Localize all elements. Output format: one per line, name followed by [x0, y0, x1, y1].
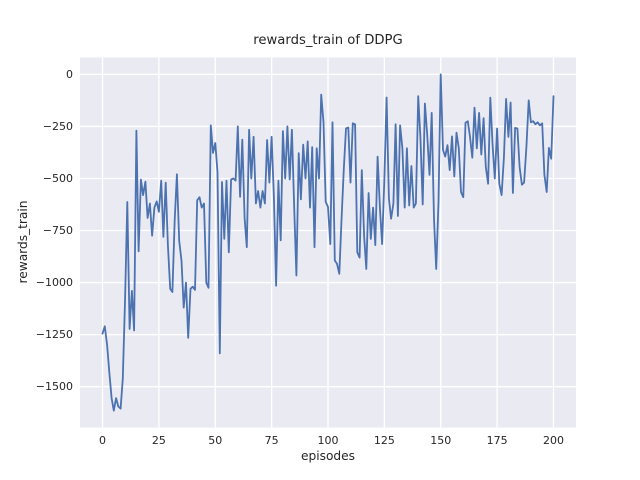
x-tick-label: 150 — [430, 433, 452, 447]
x-tick-label: 200 — [542, 433, 564, 447]
y-tick-label: −1250 — [35, 328, 73, 342]
x-tick-label: 100 — [317, 433, 339, 447]
y-tick-label: −1500 — [35, 380, 73, 394]
y-tick-label: −1000 — [35, 276, 73, 290]
x-tick-label: 175 — [486, 433, 508, 447]
x-tick-label: 0 — [99, 433, 107, 447]
reward-line-series — [101, 73, 555, 412]
y-tick-label: −250 — [42, 119, 73, 133]
y-tick-label: 0 — [66, 67, 73, 81]
x-tick-label: 125 — [373, 433, 395, 447]
chart-title: rewards_train of DDPG — [253, 33, 403, 48]
y-tick-label: −750 — [42, 224, 73, 238]
y-tick-label: −500 — [42, 171, 73, 185]
x-axis-label: episodes — [300, 449, 355, 463]
x-tick-label: 50 — [208, 433, 223, 447]
x-tick-label: 25 — [151, 433, 166, 447]
x-tick-label: 75 — [264, 433, 279, 447]
y-axis-label: rewards_train — [16, 200, 30, 284]
